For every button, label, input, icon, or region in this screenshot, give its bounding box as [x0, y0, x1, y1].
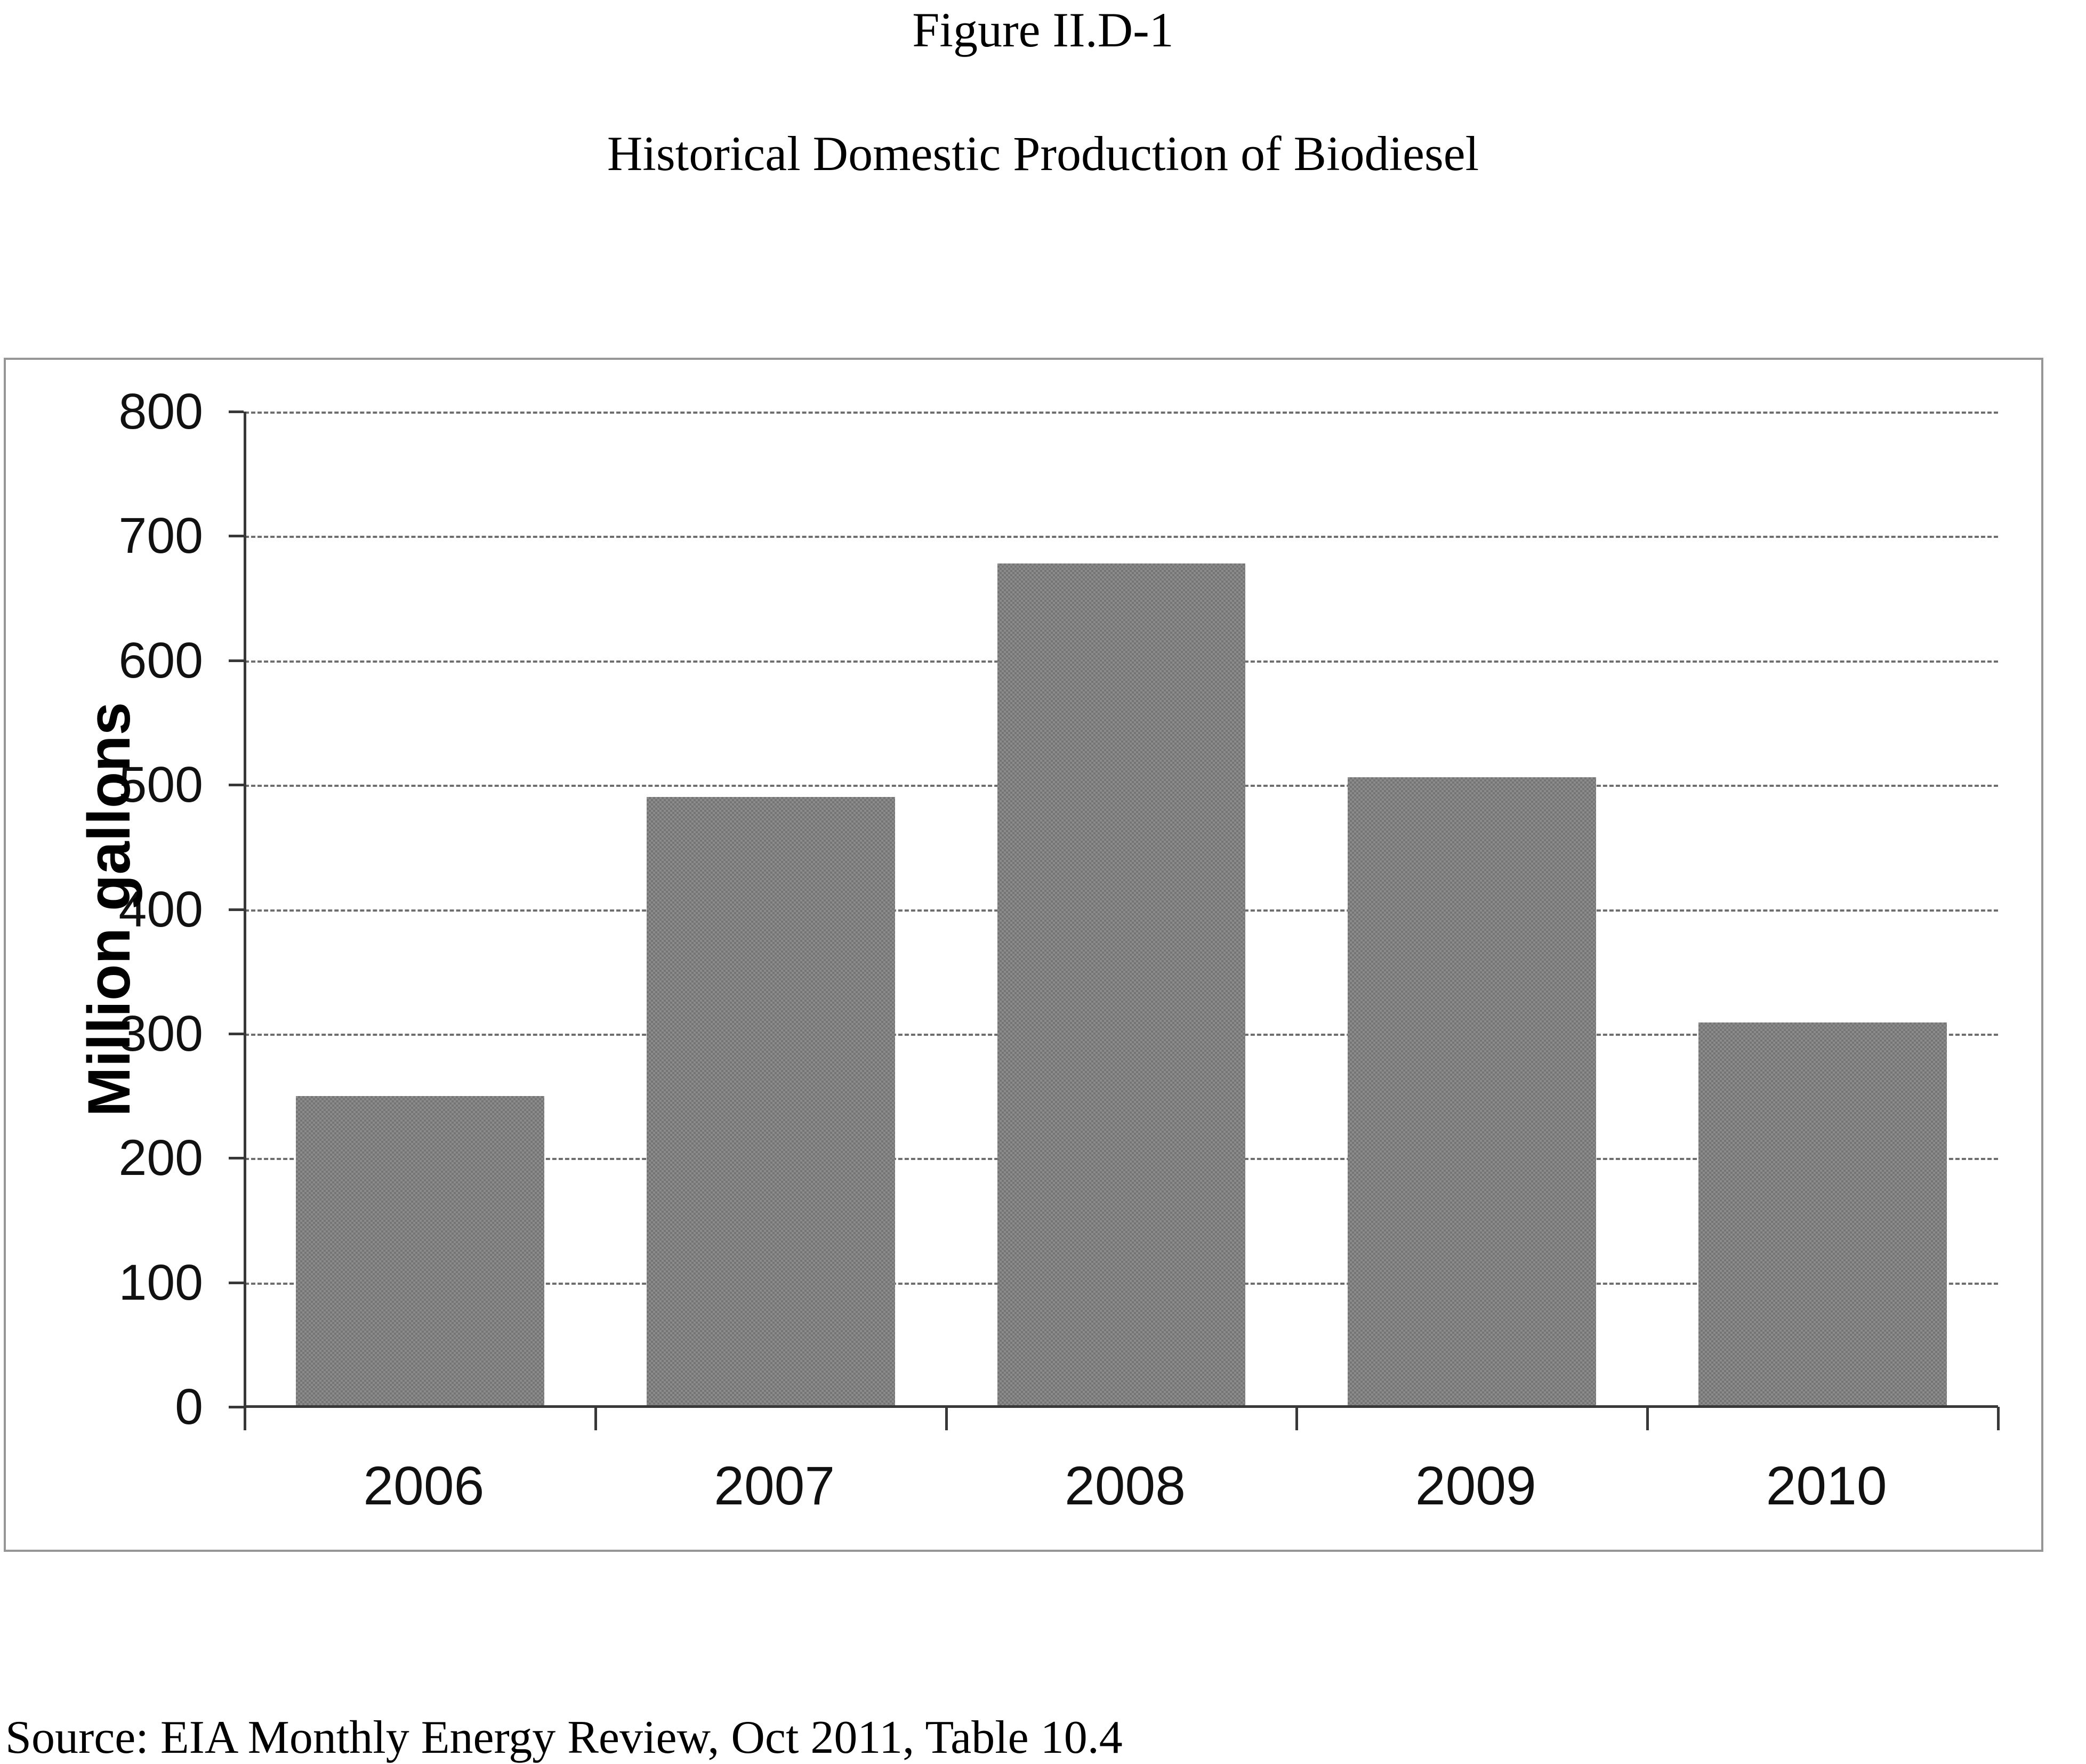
y-tick-label-500: 500	[118, 756, 203, 813]
y-tick-label-300: 300	[118, 1005, 203, 1062]
bar-2008	[997, 563, 1246, 1407]
y-tick-label-100: 100	[118, 1254, 203, 1311]
y-axis-title-text: Million gallons	[75, 702, 142, 1117]
x-tick-label-2008: 2008	[1065, 1455, 1186, 1516]
y-tick-100	[229, 1281, 244, 1284]
gridline-700	[245, 536, 1998, 538]
source-note: Source: EIA Monthly Energy Review, Oct 2…	[5, 1712, 1123, 1763]
y-tick-0	[229, 1406, 244, 1408]
y-axis-title: Million gallons	[42, 412, 175, 1407]
y-tick-label-700: 700	[118, 508, 203, 565]
x-tick-label-2007: 2007	[714, 1455, 835, 1516]
plot-area	[229, 410, 2000, 1430]
y-tick-300	[229, 1032, 244, 1035]
y-tick-label-600: 600	[118, 632, 203, 689]
bar-2007	[646, 797, 895, 1407]
y-tick-label-400: 400	[118, 881, 203, 938]
x-tick-label-2009: 2009	[1415, 1455, 1536, 1516]
x-axis-line	[244, 1405, 1998, 1408]
x-tick-3	[1295, 1407, 1299, 1430]
x-tick-label-2006: 2006	[363, 1455, 485, 1516]
x-tick-labels: 2006 2007 2008 2009 2010	[248, 1454, 2002, 1528]
figure-title: Historical Domestic Production of Biodie…	[607, 126, 1479, 181]
y-tick-400	[229, 908, 244, 911]
y-axis-line	[244, 412, 246, 1430]
y-tick-800	[229, 410, 244, 413]
y-tick-label-800: 800	[118, 383, 203, 440]
y-tick-600	[229, 659, 244, 662]
y-tick-label-0: 0	[175, 1379, 203, 1435]
x-tick-1	[594, 1407, 597, 1430]
y-tick-labels: 0 100 200 300 400 500 600 700 800	[6, 383, 225, 1435]
x-tick-label-2010: 2010	[1766, 1455, 1887, 1516]
y-tick-500	[229, 784, 244, 787]
bar-2009	[1348, 777, 1597, 1407]
x-tick-4	[1646, 1407, 1649, 1430]
gridline-800	[245, 412, 1998, 414]
bar-2010	[1698, 1022, 1947, 1407]
y-tick-label-200: 200	[118, 1130, 203, 1187]
x-tick-0	[244, 1407, 246, 1430]
x-tick-5	[1997, 1407, 2000, 1430]
figure-label: Figure II.D-1	[912, 3, 1174, 57]
x-tick-2	[945, 1407, 948, 1430]
chart-frame: 0 100 200 300 400 500 600 700 800 2006 2007 2008 20…	[4, 358, 2043, 1552]
y-tick-700	[229, 535, 244, 538]
bar-2006	[296, 1096, 544, 1407]
y-tick-200	[229, 1157, 244, 1160]
